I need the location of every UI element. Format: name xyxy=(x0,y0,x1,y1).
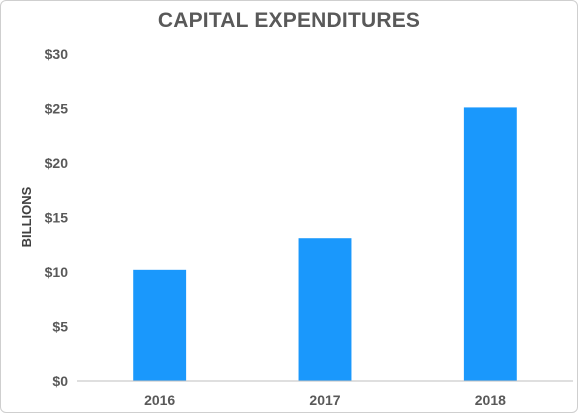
bar-2016 xyxy=(133,269,187,381)
y-tick-label: $15 xyxy=(45,210,69,226)
x-tick-label: 2018 xyxy=(475,392,506,408)
y-tick-label: $25 xyxy=(45,101,69,117)
bar-2017 xyxy=(298,238,352,381)
y-tick-label: $30 xyxy=(45,46,69,62)
y-axis-ticks: $0 $5 $10 $15 $20 $25 $30 xyxy=(45,46,69,389)
y-tick-label: $5 xyxy=(52,319,68,335)
y-axis-title: BILLIONS xyxy=(19,186,34,247)
y-tick-label: $20 xyxy=(45,155,69,171)
y-tick-label: $10 xyxy=(45,264,69,280)
x-tick-label: 2017 xyxy=(309,392,340,408)
bars-group xyxy=(133,107,517,381)
x-axis-ticks: 2016 2017 2018 xyxy=(144,392,506,408)
y-tick-label: $0 xyxy=(52,373,68,389)
x-tick-label: 2016 xyxy=(144,392,175,408)
bar-2018 xyxy=(463,107,517,381)
chart-title: CAPITAL EXPENDITURES xyxy=(157,9,421,32)
